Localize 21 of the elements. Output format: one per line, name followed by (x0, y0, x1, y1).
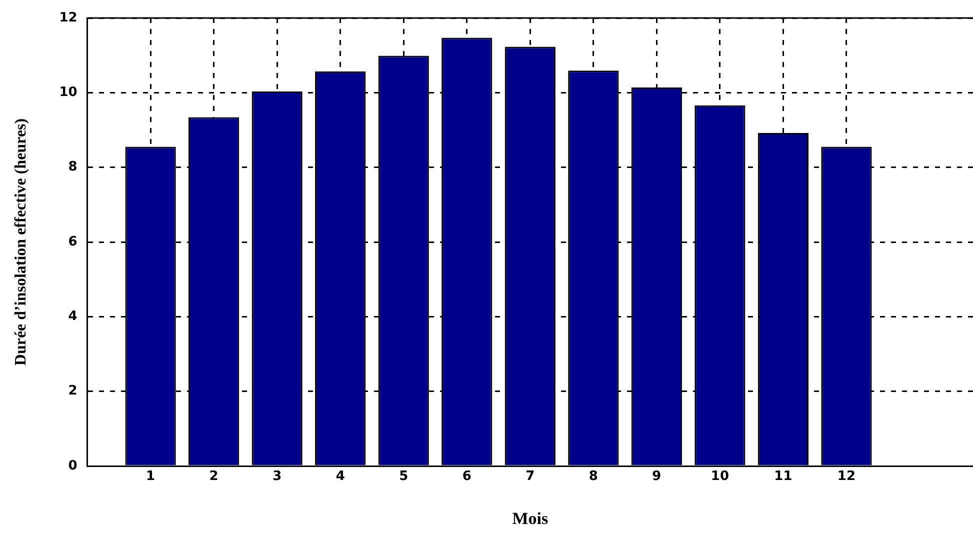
y-tick-label: 2 (68, 384, 78, 399)
x-tick-label: 9 (652, 469, 662, 484)
x-tick-label: 1 (146, 469, 156, 484)
x-tick-label: 5 (399, 469, 408, 484)
x-tick-label: 2 (209, 469, 218, 484)
x-tick-label: 12 (837, 469, 856, 484)
y-tick-label: 10 (59, 85, 78, 100)
y-axis-title: Durée d’insolation effective (heures) (12, 118, 30, 366)
x-tick-label: 7 (526, 469, 535, 484)
x-tick-label: 6 (462, 469, 472, 484)
y-tick-label: 12 (59, 10, 78, 26)
x-tick-label: 4 (336, 469, 345, 484)
y-tick-label: 8 (68, 160, 78, 175)
x-axis-title: Mois (512, 509, 548, 528)
x-tick-label: 11 (774, 469, 792, 484)
x-tick-label: 3 (272, 469, 282, 484)
x-tick-label: 8 (588, 469, 598, 484)
y-tick-label: 6 (68, 234, 78, 250)
x-tick-label: 10 (710, 469, 729, 484)
y-tick-label: 4 (68, 309, 78, 324)
y-tick-label: 0 (68, 458, 78, 474)
